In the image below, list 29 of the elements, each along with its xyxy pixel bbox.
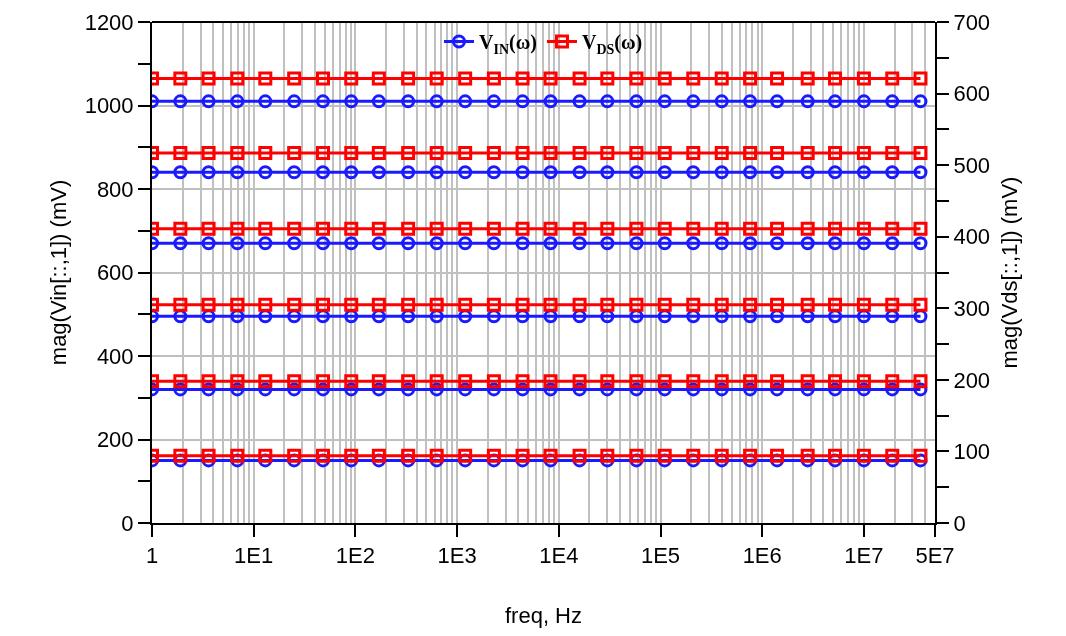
y2-tick-label: 0 xyxy=(953,510,966,536)
x-tick-label: 1E4 xyxy=(539,543,579,569)
y-tick-label: 600 xyxy=(96,260,134,286)
x-tick-label: 5E7 xyxy=(915,543,955,569)
y2-axis-title: mag(Vds[::,1]) (mV) xyxy=(996,176,1022,369)
y-axis-title: mag(Vin[::,1]) (mV) xyxy=(45,179,71,366)
y2-tick-label: 500 xyxy=(953,152,991,178)
x-tick-label: 1 xyxy=(145,543,159,569)
y-tick-label: 1200 xyxy=(84,9,134,35)
legend-label: V$_{IN}$(ω) xyxy=(479,31,537,57)
y-tick-label: 400 xyxy=(96,343,134,369)
x-tick-label: 1E2 xyxy=(335,543,375,569)
x-tick-label: 1E6 xyxy=(742,543,782,569)
y2-tick-label: 100 xyxy=(953,439,991,465)
y2-tick-label: 400 xyxy=(953,224,991,250)
legend-label: V$_{DS}$(ω) xyxy=(581,31,643,57)
x-tick-label: 1E7 xyxy=(844,543,884,569)
x-tick-label: 1E5 xyxy=(640,543,681,569)
x-tick-label: 1E1 xyxy=(234,543,274,569)
y2-tick-label: 200 xyxy=(953,367,991,393)
y2-tick-label: 300 xyxy=(953,295,991,321)
y-tick-label: 200 xyxy=(96,427,134,453)
x-axis-title: freq, Hz xyxy=(504,602,583,628)
x-tick-label: 1E3 xyxy=(437,543,477,569)
y-tick-label: 800 xyxy=(96,176,134,202)
y-tick-label: 0 xyxy=(121,510,134,536)
y2-tick-label: 700 xyxy=(953,9,991,35)
y-tick-label: 1000 xyxy=(84,93,134,119)
y2-tick-label: 600 xyxy=(953,81,991,107)
